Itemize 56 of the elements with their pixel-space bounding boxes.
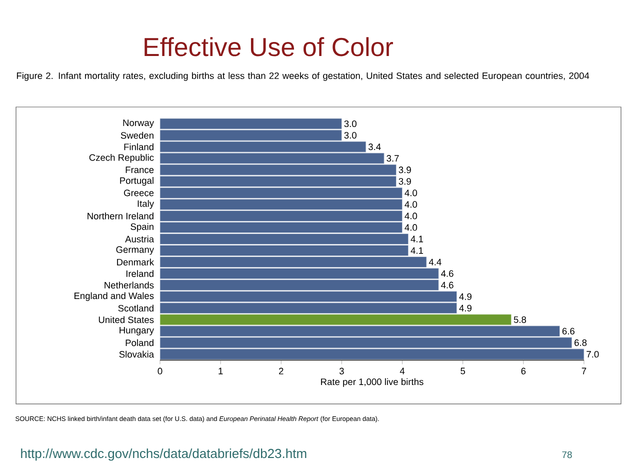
data-label: 3.0 [344,120,356,128]
y-tick-label: Netherlands [104,282,154,289]
y-tick-label: Ireland [126,270,154,277]
x-tick-label: 3 [339,368,344,374]
data-label: 4.1 [410,236,424,242]
y-tick-label: Poland [126,339,154,346]
text: http://www.cdc.gov/nchs/data/databriefs/db23.htm [21,448,306,461]
y-tick-label: Northern Ireland [88,212,154,220]
data-label: 4.0 [404,201,418,208]
y-tick-label: Denmark [117,258,154,266]
y-tick-label: England and Wales [74,292,154,301]
y-tick-label: France [126,166,154,174]
y-tick-label: Italy [138,200,154,209]
x-tick-label: 5 [460,368,466,374]
text: 78 [562,451,572,458]
x-axis-title: Rate per 1,000 live births [321,378,424,387]
data-label: 3.0 [344,132,356,139]
data-label: 4.9 [459,304,472,312]
y-tick-label: Sweden [120,132,154,139]
y-tick-label: Finland [124,143,154,150]
bar [160,314,512,326]
data-label: 4.0 [404,224,418,231]
data-label: 6.8 [574,339,587,346]
data-label: 4.9 [459,293,472,300]
data-label: 3.4 [368,144,381,150]
x-tick-label: 1 [218,368,223,374]
data-label: 3.9 [398,178,411,185]
y-tick-label: Norway [123,120,154,128]
data-label: 5.8 [514,316,526,323]
x-tick-label: 2 [279,368,284,374]
data-label: 3.9 [398,166,411,174]
data-label: 4.1 [410,247,424,254]
y-tick-label: Portugal [120,177,154,186]
y-tick-label: Austria [125,236,154,242]
data-label: 4.0 [404,212,418,220]
x-tick-label: 7 [582,368,586,374]
data-label: 7.0 [586,350,599,358]
y-tick-label: Hungary [120,327,154,336]
chart-title: Effective Use of Color [144,37,394,56]
x-tick-label: 6 [521,368,526,374]
y-tick-label: Germany [116,246,154,255]
y-tick-label: Slovakia [119,350,154,358]
data-label: 6.6 [562,328,574,334]
data-label: 3.7 [386,155,399,162]
data-label: 4.6 [441,270,454,277]
chart-subtitle: Figure 2. Infant mortality rates, excluding births at less than 22 weeks of gestation, United States and selected European countries, 2004 [16,72,590,81]
data-label: 4.0 [404,190,418,196]
y-tick-label: Spain [130,223,154,232]
y-tick-label: United States [98,316,154,324]
y-tick-label: Greece [124,190,154,196]
data-label: 4.6 [441,282,454,288]
x-tick-label: 0 [158,368,162,374]
y-tick-label: Scotland [118,304,154,312]
y-tick-label: Czech Republic [89,154,154,163]
x-tick-label: 4 [400,368,405,374]
data-label: 4.4 [428,258,442,266]
